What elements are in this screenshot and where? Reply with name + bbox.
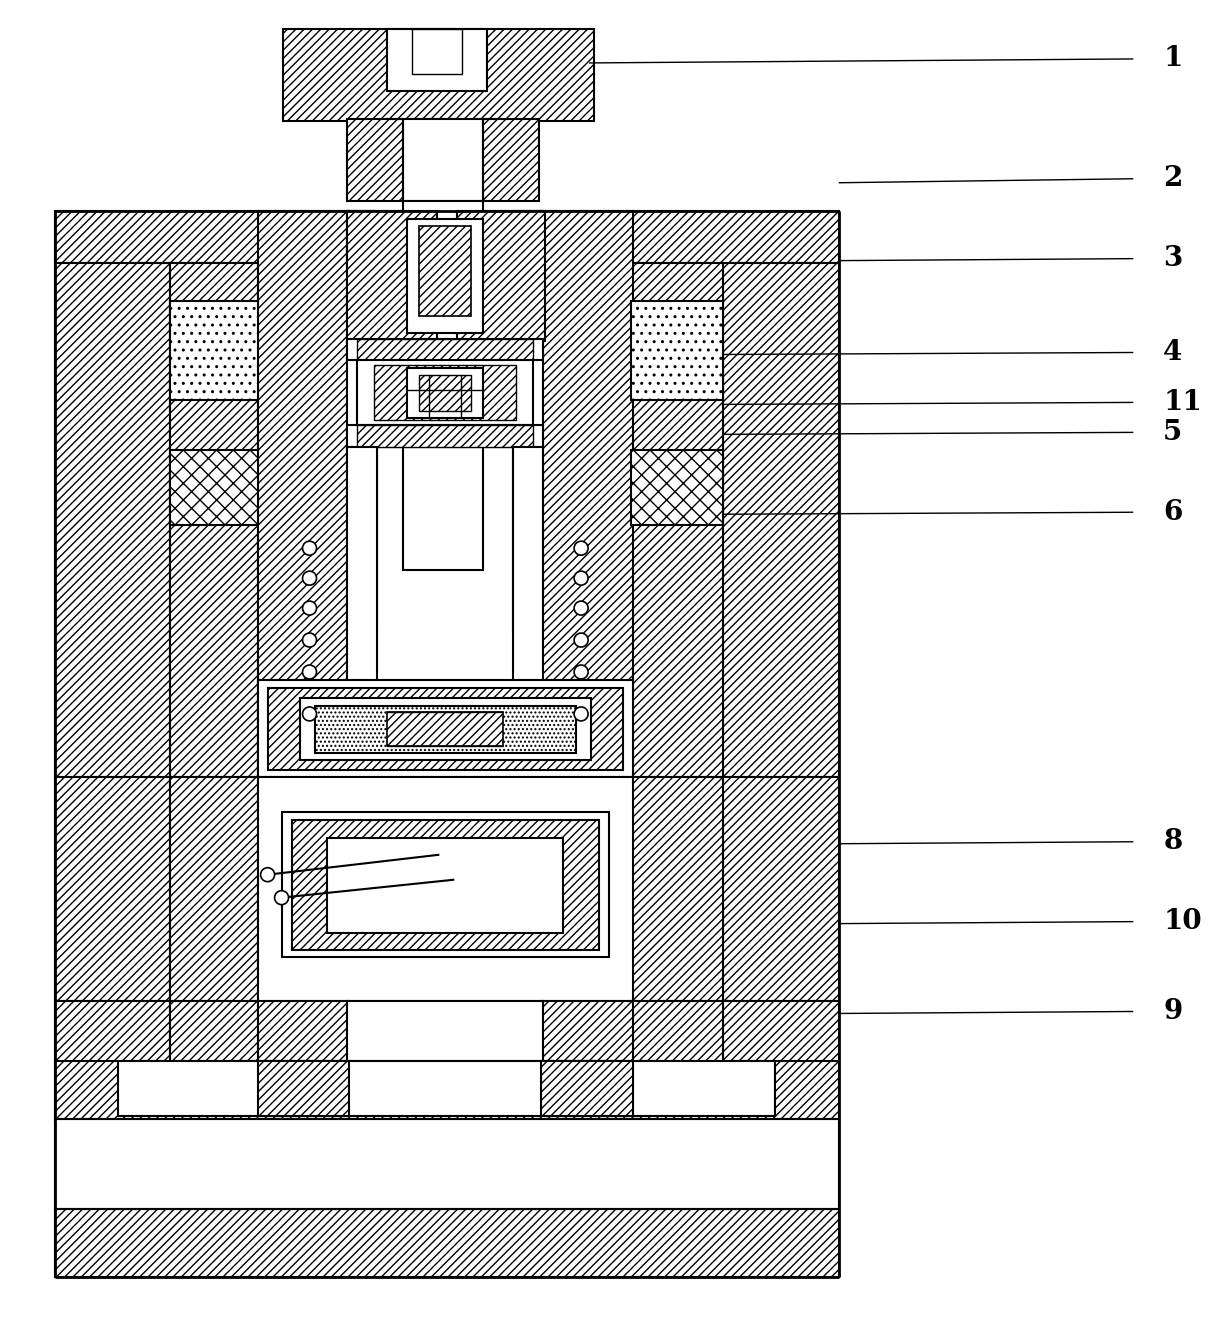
Bar [375, 366, 516, 421]
Bar [169, 450, 258, 526]
Bar [258, 1001, 349, 1063]
Bar [54, 1001, 169, 1063]
Circle shape [302, 542, 317, 555]
Circle shape [274, 891, 289, 905]
Bar [258, 211, 349, 777]
Circle shape [574, 707, 588, 720]
Bar [258, 1062, 349, 1117]
Circle shape [302, 633, 317, 646]
Bar [631, 450, 723, 526]
Bar [169, 262, 258, 777]
Bar [54, 777, 169, 1001]
Bar [258, 777, 634, 1001]
Circle shape [574, 665, 588, 679]
Bar [723, 777, 839, 1001]
Bar [387, 712, 503, 746]
Bar [347, 118, 539, 200]
Bar [54, 1062, 839, 1124]
Circle shape [574, 601, 588, 616]
Bar [347, 211, 543, 262]
Text: 8: 8 [1163, 828, 1182, 855]
Bar [542, 211, 634, 777]
Bar [283, 30, 594, 121]
Bar [54, 262, 169, 777]
Text: 9: 9 [1163, 999, 1182, 1025]
Bar [169, 777, 258, 1001]
Text: 1: 1 [1163, 46, 1182, 73]
Bar [347, 211, 377, 630]
Text: 3: 3 [1163, 245, 1182, 271]
Bar [54, 1210, 839, 1277]
Circle shape [302, 571, 317, 585]
Bar [723, 1001, 839, 1063]
Bar [542, 1062, 634, 1117]
Bar [412, 30, 462, 74]
Bar [347, 339, 543, 360]
Bar [513, 448, 543, 777]
Bar [723, 262, 839, 777]
Text: 4: 4 [1163, 339, 1182, 366]
Bar [542, 211, 839, 262]
Bar [387, 30, 487, 91]
Bar [347, 426, 543, 448]
Text: 5: 5 [1163, 419, 1182, 446]
Bar [420, 226, 472, 316]
Text: 6: 6 [1163, 499, 1182, 526]
Circle shape [302, 601, 317, 616]
Circle shape [574, 542, 588, 555]
Circle shape [574, 633, 588, 646]
Bar [328, 837, 563, 933]
Bar [358, 360, 533, 426]
Bar [404, 200, 484, 570]
Text: 11: 11 [1163, 388, 1202, 415]
Bar [631, 1001, 723, 1063]
Bar [358, 339, 533, 360]
Bar [457, 211, 545, 340]
Bar [54, 211, 349, 262]
Bar [407, 219, 484, 332]
Bar [258, 680, 634, 777]
Bar [631, 301, 723, 401]
Bar [117, 1062, 775, 1117]
Bar [542, 1001, 634, 1063]
Circle shape [302, 665, 317, 679]
Bar [631, 262, 723, 777]
Bar [347, 448, 377, 777]
Bar [282, 812, 609, 957]
Circle shape [302, 707, 317, 720]
Text: 2: 2 [1163, 165, 1182, 192]
Bar [631, 777, 723, 1001]
Bar [347, 1001, 543, 1063]
Bar [513, 211, 543, 630]
Text: 10: 10 [1163, 909, 1202, 935]
Bar [291, 820, 600, 950]
Bar [407, 368, 484, 418]
Bar [300, 698, 591, 759]
Bar [314, 706, 577, 753]
Bar [267, 688, 623, 770]
Bar [169, 1001, 258, 1063]
Circle shape [261, 868, 274, 882]
Bar [54, 1120, 839, 1211]
Circle shape [574, 571, 588, 585]
Bar [404, 118, 484, 200]
Bar [347, 211, 438, 340]
Bar [420, 375, 472, 411]
Bar [169, 301, 258, 401]
Bar [358, 426, 533, 448]
